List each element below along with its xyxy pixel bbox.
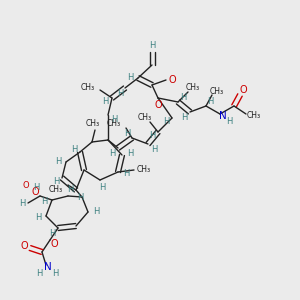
- Text: H: H: [53, 178, 59, 187]
- Text: H: H: [226, 118, 232, 127]
- Text: CH₃: CH₃: [86, 118, 100, 127]
- Text: H: H: [111, 115, 117, 124]
- Text: H: H: [102, 98, 108, 106]
- Text: O: O: [154, 100, 162, 110]
- Text: H: H: [36, 268, 42, 278]
- Text: O: O: [50, 239, 58, 249]
- Text: CH₃: CH₃: [138, 113, 152, 122]
- Text: H: H: [41, 197, 47, 206]
- Text: H: H: [127, 148, 133, 158]
- Text: CH₃: CH₃: [81, 83, 95, 92]
- Text: H: H: [55, 158, 61, 166]
- Text: H: H: [33, 184, 39, 193]
- Text: CH₃: CH₃: [210, 86, 224, 95]
- Text: N: N: [219, 111, 227, 121]
- Text: H: H: [207, 97, 213, 106]
- Text: H: H: [180, 94, 186, 103]
- Text: O: O: [168, 75, 176, 85]
- Text: H: H: [149, 41, 155, 50]
- Text: H: H: [49, 230, 55, 238]
- Text: O: O: [20, 241, 28, 251]
- Text: H: H: [163, 118, 169, 127]
- Text: H: H: [19, 199, 25, 208]
- Text: O: O: [239, 85, 247, 95]
- Text: H: H: [127, 74, 133, 82]
- Text: H: H: [109, 148, 115, 158]
- Text: H: H: [67, 184, 73, 194]
- Text: CH₃: CH₃: [107, 119, 121, 128]
- Text: H: H: [124, 128, 130, 137]
- Text: H: H: [71, 145, 77, 154]
- Text: CH₃: CH₃: [186, 82, 200, 91]
- Text: H: H: [93, 208, 99, 217]
- Text: N: N: [44, 262, 52, 272]
- Text: H: H: [117, 89, 123, 98]
- Text: H: H: [123, 169, 129, 178]
- Text: CH₃: CH₃: [137, 166, 151, 175]
- Text: H: H: [181, 112, 187, 122]
- Text: H: H: [149, 131, 155, 140]
- Text: CH₃: CH₃: [247, 112, 261, 121]
- Text: H: H: [52, 268, 58, 278]
- Text: H: H: [77, 193, 83, 202]
- Text: O: O: [23, 182, 29, 190]
- Text: H: H: [151, 145, 157, 154]
- Text: O: O: [31, 187, 39, 197]
- Text: H: H: [35, 214, 41, 223]
- Text: H: H: [99, 184, 105, 193]
- Text: CH₃: CH₃: [49, 184, 63, 194]
